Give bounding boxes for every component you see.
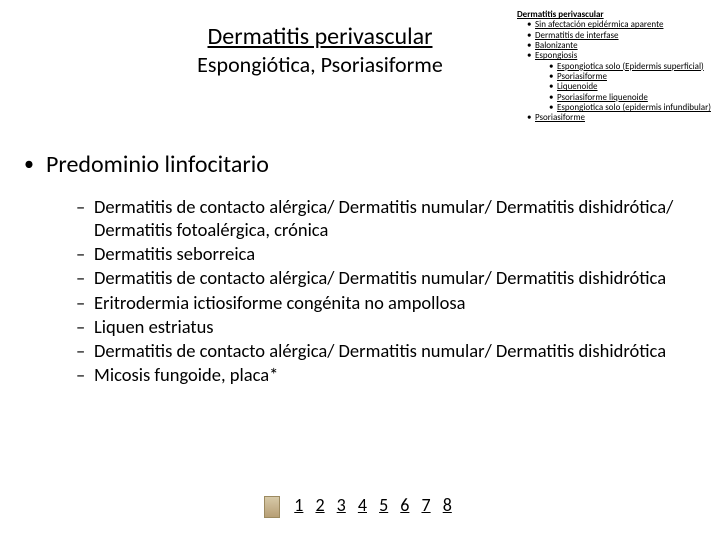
side-nav-item[interactable]: Psoriasiforme	[527, 113, 712, 123]
main-sublist: Dermatitis de contacto alérgica/ Dermati…	[46, 195, 696, 386]
list-item: Dermatitis de contacto alérgica/ Dermati…	[76, 339, 696, 362]
side-nav-link[interactable]: Espongiotica solo (epidermis infundibula…	[557, 102, 711, 113]
side-nav-link[interactable]: Espongiosis	[535, 50, 577, 61]
pager-link[interactable]: 2	[311, 494, 328, 516]
pager-thumb-icon	[264, 496, 280, 518]
main-heading: Predominio linfocitario	[46, 150, 269, 179]
pager-link[interactable]: 3	[333, 494, 350, 516]
pager-link[interactable]: 4	[354, 494, 371, 516]
side-nav-link[interactable]: Espongiotica solo (Epidermis superficial…	[557, 61, 704, 72]
list-item: Micosis fungoide, placa*	[76, 363, 696, 386]
list-item: Eritrodermia ictiosiforme congénita no a…	[76, 291, 696, 314]
title-block: Dermatitis perivascular Espongiótica, Ps…	[150, 22, 490, 78]
side-nav-link[interactable]: Dermatitis de interfase	[535, 30, 619, 41]
side-nav: Dermatitis perivascular Sin afectación e…	[517, 10, 712, 124]
main-heading-item: Predominio linfocitario Dermatitis de co…	[24, 150, 696, 386]
list-item: Liquen estriatus	[76, 315, 696, 338]
side-nav-link[interactable]: Psoriasiforme	[557, 71, 607, 82]
pager-link[interactable]: 8	[439, 494, 456, 516]
pager-link[interactable]: 1	[290, 494, 307, 516]
side-nav-link[interactable]: Liquenoide	[557, 81, 598, 92]
main-content: Predominio linfocitario Dermatitis de co…	[24, 150, 696, 387]
pager-link[interactable]: 5	[375, 494, 392, 516]
side-nav-link[interactable]: Psoriasiforme liquenoide	[557, 92, 648, 103]
pager-link[interactable]: 6	[396, 494, 413, 516]
pager-link[interactable]: 7	[417, 494, 434, 516]
page-subtitle: Espongiótica, Psoriasiforme	[150, 51, 490, 78]
side-nav-item[interactable]: Espongiosis Espongiotica solo (Epidermis…	[527, 51, 712, 113]
list-item: Dermatitis de contacto alérgica/ Dermati…	[76, 195, 696, 241]
list-item: Dermatitis de contacto alérgica/ Dermati…	[76, 266, 696, 289]
list-item: Dermatitis seborreica	[76, 242, 696, 265]
side-nav-link[interactable]: Sin afectación epidérmica aparente	[535, 19, 663, 30]
side-nav-list: Sin afectación epidérmica aparente Derma…	[517, 20, 712, 123]
side-nav-sublist: Espongiotica solo (Epidermis superficial…	[535, 62, 712, 114]
pager: 1 2 3 4 5 6 7 8	[0, 494, 720, 518]
side-nav-link[interactable]: Balonizante	[535, 40, 578, 51]
side-nav-link[interactable]: Psoriasiforme	[535, 112, 585, 123]
page-title: Dermatitis perivascular	[150, 22, 490, 51]
